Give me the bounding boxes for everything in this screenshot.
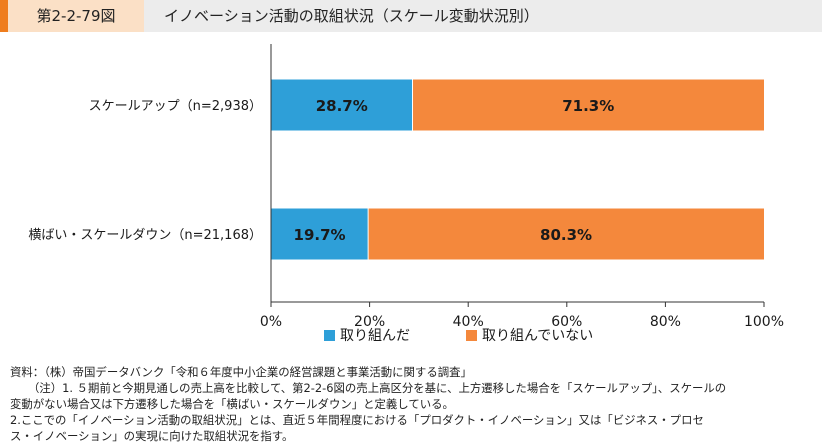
category-label-0: スケールアップ（n=2,938） bbox=[89, 99, 262, 114]
note-line-3: 2.ここでの「イノベーション活動の取組状況」とは、直近５年間程度における「プロダ… bbox=[10, 413, 704, 427]
legend-swatch-0 bbox=[324, 330, 335, 341]
legend-label-1: 取り組んでいない bbox=[482, 328, 593, 344]
x-tick-label-1: 20% bbox=[354, 314, 385, 330]
data-label-1-0: 71.3% bbox=[562, 97, 614, 115]
data-label-0-0: 28.7% bbox=[316, 97, 368, 115]
note-line-2: 変動がない場合又は下方遷移した場合を「横ばい・スケールダウン」と定義している。 bbox=[10, 397, 454, 411]
category-label-1: 横ばい・スケールダウン（n=21,168） bbox=[28, 228, 262, 243]
stacked-bar-chart: 28.7% 71.3% スケールアップ（n=2,938） 19.7% 80.3% 横ばい・… bbox=[28, 44, 784, 344]
figure-label: 第2-2-79図 bbox=[8, 0, 144, 32]
figure-title: イノベーション活動の取組状況（スケール変動状況別） bbox=[164, 7, 539, 25]
x-tick-label-0: 0% bbox=[260, 314, 282, 330]
bar-not-engaged-0 bbox=[412, 79, 764, 131]
header-accent-bar bbox=[0, 0, 8, 32]
data-label-0-1: 19.7% bbox=[294, 226, 346, 244]
bar-engaged-1 bbox=[271, 208, 369, 260]
chart-notes: 資料：（株）帝国データバンク「令和６年度中小企業の経営課題と事業活動に関する調査… bbox=[10, 364, 815, 444]
x-tick-label-2: 40% bbox=[453, 314, 484, 330]
figure-header: 第2-2-79図 イノベーション活動の取組状況（スケール変動状況別） bbox=[0, 0, 822, 32]
data-label-1-1: 80.3% bbox=[540, 226, 592, 244]
legend-label-0: 取り組んだ bbox=[340, 328, 410, 344]
x-tick-label-5: 100% bbox=[744, 314, 784, 330]
source-note: 資料：（株）帝国データバンク「令和６年度中小企業の経営課題と事業活動に関する調査… bbox=[10, 365, 472, 379]
bar-engaged-0 bbox=[271, 79, 413, 131]
x-tick-label-4: 80% bbox=[650, 314, 681, 330]
legend-swatch-1 bbox=[466, 330, 477, 341]
note-line-4: ス・イノベーション」の実現に向けた取組状況を指す。 bbox=[10, 429, 294, 443]
bar-not-engaged-1 bbox=[368, 208, 764, 260]
note-line-1: （注）1. ５期前と今期見通しの売上高を比較して、第2-2-6図の売上高区分を基… bbox=[28, 381, 727, 395]
x-tick-label-3: 60% bbox=[551, 314, 582, 330]
